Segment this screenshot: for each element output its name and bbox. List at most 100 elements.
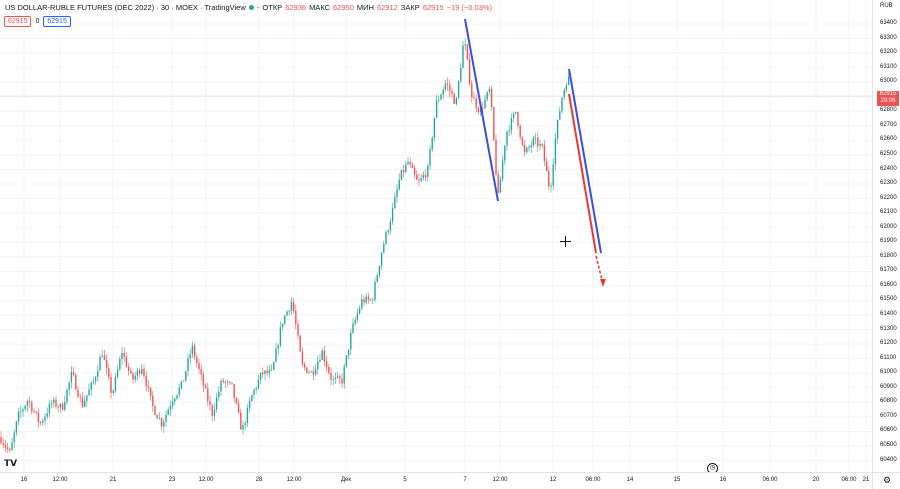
candle (92, 376, 95, 385)
candle (130, 367, 132, 375)
candle (453, 92, 455, 105)
current-price-value: 62915 (879, 91, 897, 97)
candle (125, 352, 128, 368)
candle (391, 203, 394, 225)
candle (81, 391, 84, 409)
currency-label[interactable]: RUB (880, 3, 893, 9)
time-tick-label: Дек (340, 477, 352, 483)
open-label: ОТКР (262, 3, 283, 12)
candle (407, 156, 409, 166)
candle (409, 157, 411, 169)
candle (35, 411, 37, 416)
time-tick-label: 12 (549, 477, 557, 483)
chart-area[interactable]: US DOLLAR-RUBLE FUTURES (DEC 2022) · 30 … (0, 0, 872, 474)
candle (543, 140, 546, 167)
price-tick-label: 60400 (880, 456, 897, 463)
time-tick-label: 15 (673, 477, 681, 483)
price-tick-label: 62700 (880, 121, 897, 128)
candle (156, 414, 158, 419)
gear-icon[interactable]: ⚙ (883, 475, 892, 485)
high-value: 62950 (333, 3, 354, 12)
close-value: 62915 (422, 3, 444, 12)
candle (290, 296, 293, 316)
projection-line[interactable] (568, 93, 597, 254)
buy-price-box[interactable]: 62915 (43, 16, 71, 27)
market-status-icon (248, 5, 254, 10)
candle (528, 144, 530, 152)
candle (0, 431, 2, 446)
candle (352, 318, 354, 335)
candle (431, 136, 433, 153)
candle (372, 297, 374, 304)
price-tick-label: 61800 (880, 252, 897, 259)
candle (42, 418, 44, 426)
time-tick-label: 14 (626, 477, 634, 483)
candle (211, 403, 213, 422)
candle (435, 94, 438, 119)
candle (317, 355, 319, 375)
candle (457, 79, 460, 100)
time-tick-label: 16 (20, 477, 28, 483)
candle (312, 365, 315, 381)
candle (198, 358, 200, 374)
candle (354, 316, 356, 326)
candle (121, 346, 123, 366)
candle (303, 361, 306, 371)
candle (218, 385, 220, 402)
price-tick-label: 62600 (880, 136, 897, 143)
candle (26, 399, 29, 412)
price-axis[interactable]: 6340063300632006310063000629006280062700… (872, 0, 900, 472)
candle (380, 252, 383, 270)
candle (222, 377, 224, 384)
symbol-title[interactable]: US DOLLAR-RUBLE FUTURES (DEC 2022) · 30 … (5, 3, 246, 12)
candle (275, 342, 277, 363)
time-axis[interactable]: 16 12:00 21 23 12:00 28 12:00 Дек 5 7 12:00 12 06:00… (0, 472, 872, 489)
price-tick-label: 63000 (880, 78, 897, 85)
candle (545, 157, 548, 172)
trend-line-1[interactable] (464, 18, 499, 202)
candle (398, 173, 400, 192)
candle (488, 86, 491, 96)
trend-line-2[interactable] (568, 68, 602, 254)
price-tick-label: 61500 (880, 296, 897, 303)
candle (504, 145, 506, 165)
tradingview-logo-icon[interactable]: 𝗧𝗩 (4, 458, 18, 468)
candle (154, 404, 156, 416)
candle (68, 381, 70, 396)
candle (332, 375, 334, 386)
candle (420, 174, 422, 183)
candle (416, 170, 418, 181)
candle (105, 354, 108, 375)
candle (17, 407, 20, 426)
candle (248, 396, 251, 413)
candle (541, 142, 543, 149)
candle (11, 437, 13, 451)
candle (471, 79, 473, 103)
change-value: −19 (−0.03%) (446, 3, 493, 12)
time-tick-label: 06:00 (841, 477, 857, 483)
price-tick-label: 60600 (880, 427, 897, 434)
candle (257, 374, 260, 390)
candle (46, 407, 48, 420)
chart-canvas[interactable] (0, 0, 872, 472)
candle (334, 372, 337, 384)
candle (308, 370, 310, 375)
candle (9, 447, 11, 453)
more-icon[interactable]: • (256, 3, 260, 12)
candle (347, 349, 350, 359)
candle (512, 111, 515, 123)
sell-price-box[interactable]: 62915 (4, 16, 32, 27)
candle (229, 380, 231, 385)
candle (295, 304, 297, 330)
candle (306, 366, 308, 374)
candle (90, 381, 92, 396)
candle (336, 371, 339, 380)
candle (565, 82, 568, 93)
candle (424, 169, 427, 182)
candle (55, 395, 57, 410)
time-tick-label: 28 (255, 477, 263, 483)
candle (451, 88, 453, 99)
candle (273, 361, 275, 371)
candle (72, 366, 75, 377)
candle (288, 309, 290, 316)
